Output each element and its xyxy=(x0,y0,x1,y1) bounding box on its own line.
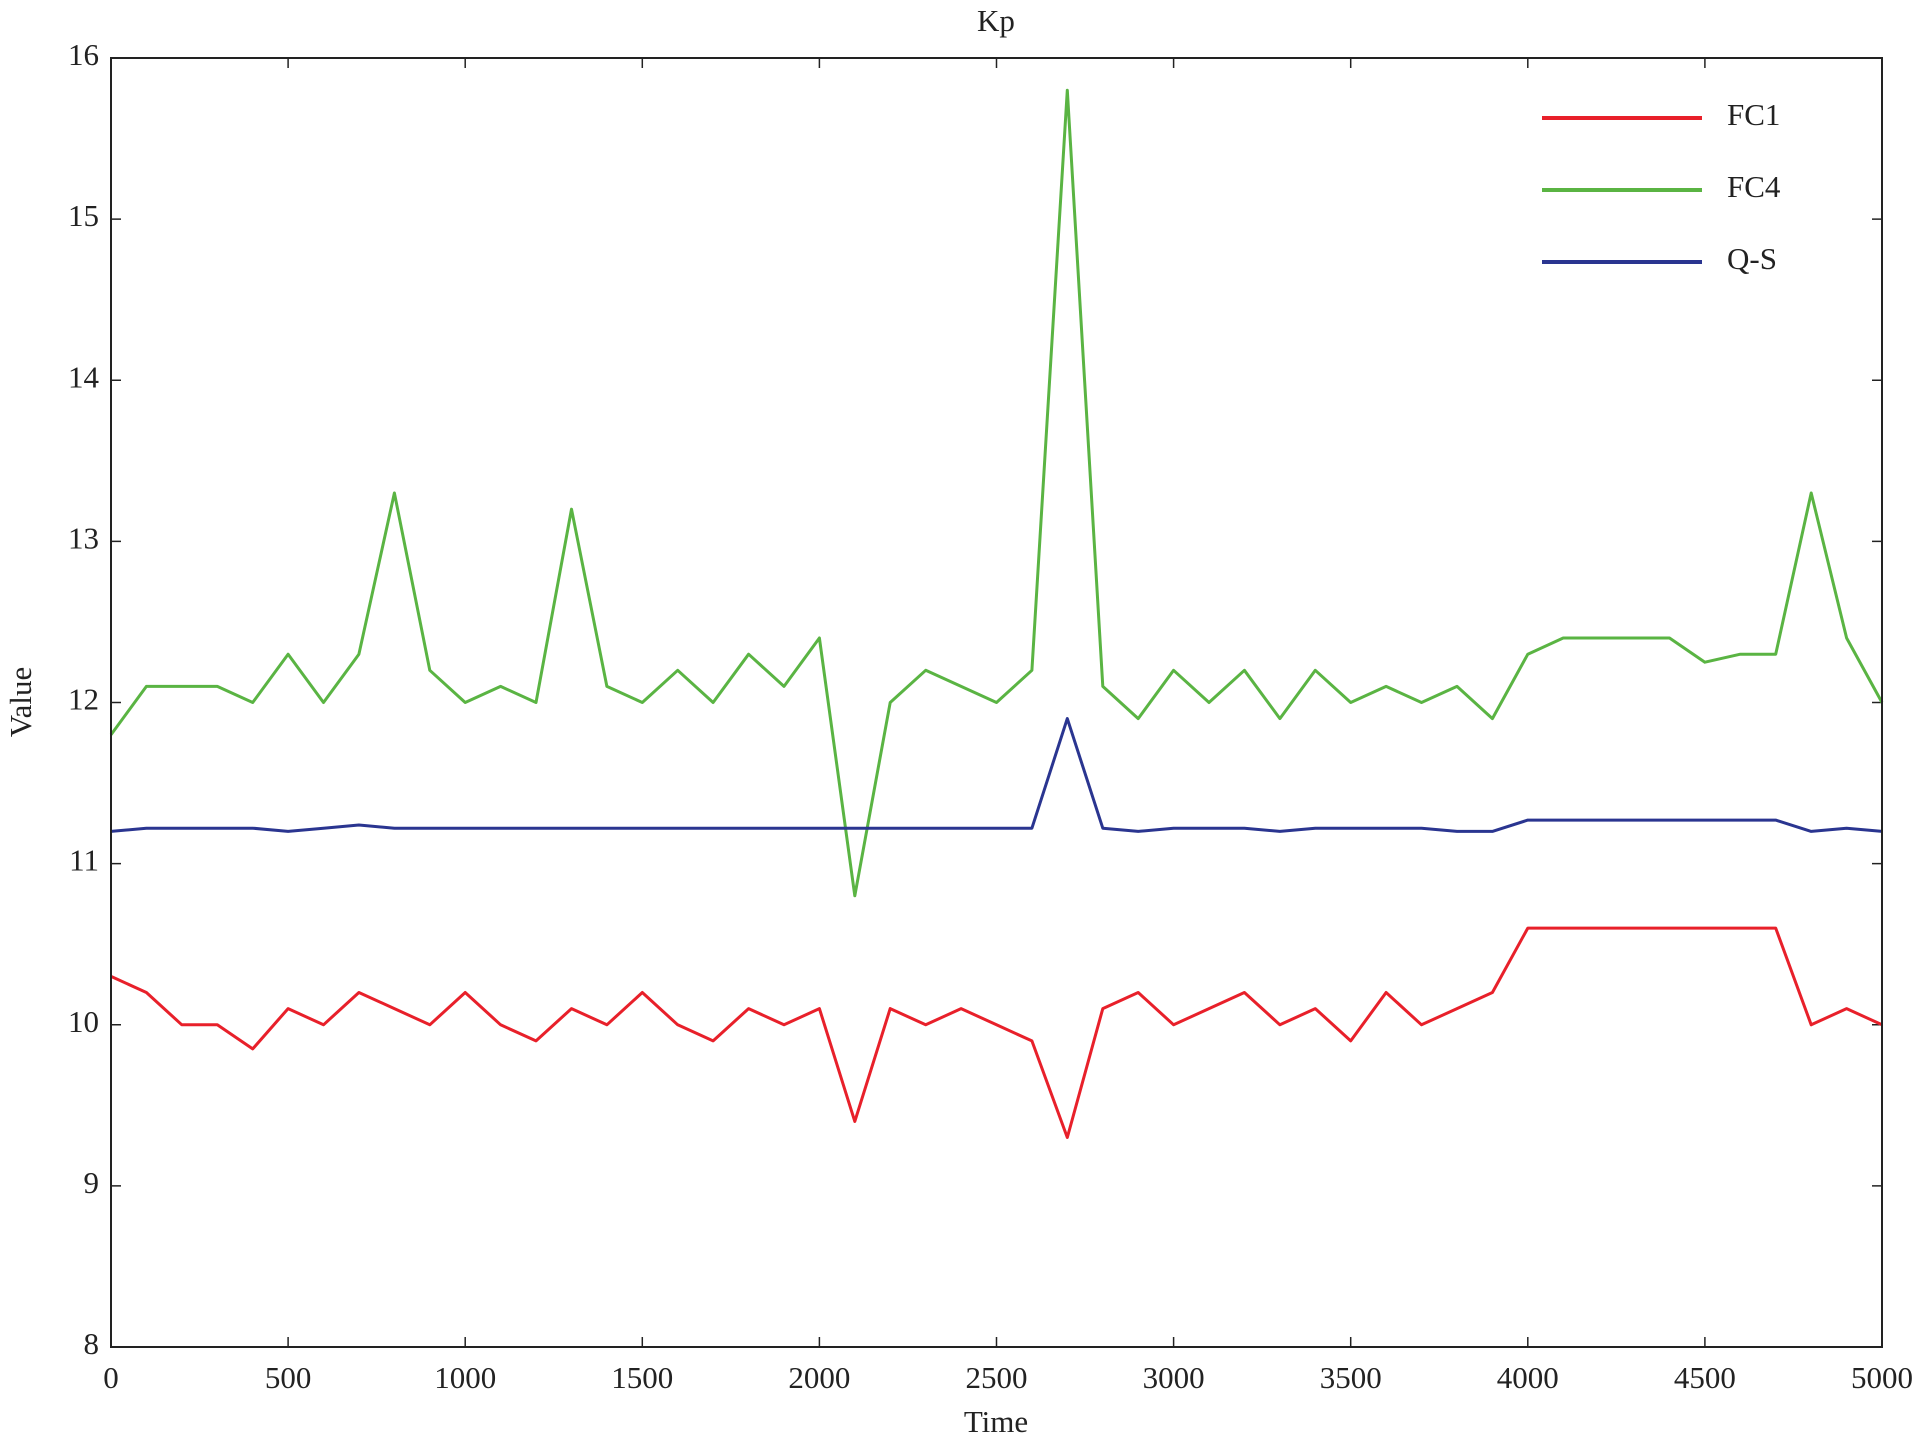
x-tick-label: 3000 xyxy=(1143,1360,1205,1395)
y-axis-label: Value xyxy=(3,667,38,738)
legend-label: FC1 xyxy=(1727,97,1780,132)
series-line xyxy=(110,717,1883,833)
y-tick-label: 16 xyxy=(68,37,99,72)
legend-label: FC4 xyxy=(1727,169,1781,204)
y-tick-label: 14 xyxy=(68,359,100,394)
x-tick-label: 2000 xyxy=(788,1360,850,1395)
x-tick-label: 5000 xyxy=(1851,1360,1913,1395)
plot-frame xyxy=(110,57,1883,1348)
y-tick-label: 13 xyxy=(68,520,99,555)
y-tick-label: 12 xyxy=(68,682,99,717)
y-tick-label: 9 xyxy=(84,1165,100,1200)
x-tick-label: 1500 xyxy=(611,1360,673,1395)
legend-label: Q-S xyxy=(1727,241,1777,276)
x-axis-label: Time xyxy=(964,1404,1028,1439)
y-tick-label: 11 xyxy=(69,843,99,878)
y-tick-label: 8 xyxy=(84,1326,100,1361)
x-tick-label: 4000 xyxy=(1497,1360,1559,1395)
x-tick-label: 3500 xyxy=(1320,1360,1382,1395)
series-line xyxy=(109,88,1884,898)
x-tick-label: 4500 xyxy=(1674,1360,1736,1395)
chart-title: Kp xyxy=(977,3,1015,38)
y-tick-label: 10 xyxy=(68,1004,99,1039)
x-tick-label: 1000 xyxy=(434,1360,496,1395)
x-tick-label: 500 xyxy=(265,1360,312,1395)
x-tick-label: 0 xyxy=(103,1360,119,1395)
y-tick-label: 15 xyxy=(68,198,99,233)
x-tick-label: 2500 xyxy=(966,1360,1028,1395)
series-line xyxy=(110,926,1883,1139)
